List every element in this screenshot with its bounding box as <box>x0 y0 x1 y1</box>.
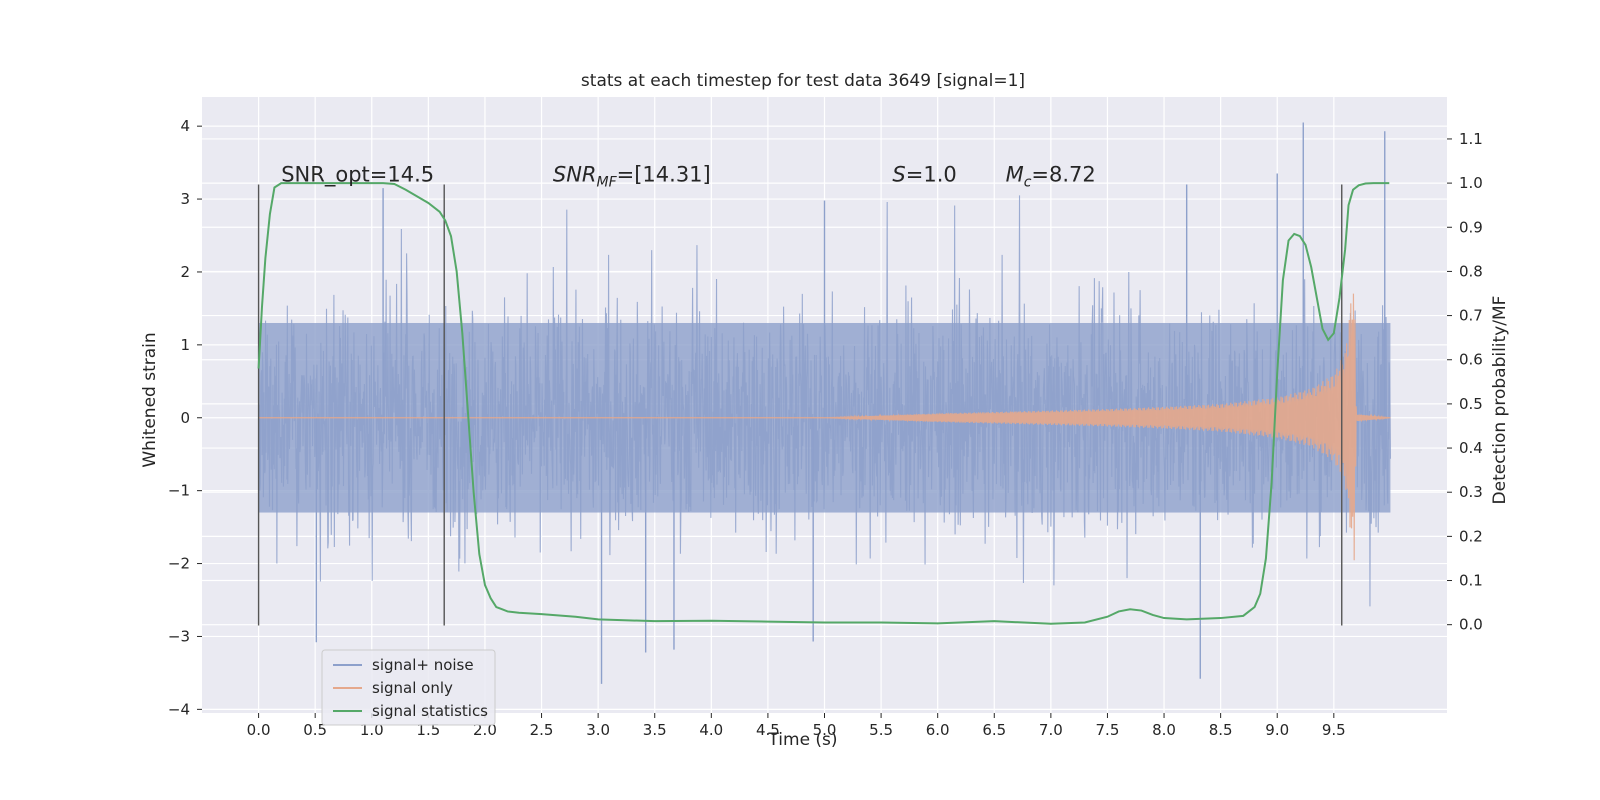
series-signal-statistics <box>257 182 1390 625</box>
legend-label-signal-noise: signal+ noise <box>372 656 474 674</box>
y2-axis-ticks: 1.1 1.0 0.9 0.8 0.7 0.6 0.5 0.4 0.3 0.2 0.1 0.0 <box>1447 130 1483 634</box>
legend-box <box>321 649 496 726</box>
annotations: SNR_opt=14.5 SNRMF=[14.31] S=1.0 Mc=8.72 <box>281 162 1096 190</box>
x-tick-label: 0.5 <box>303 721 327 739</box>
legend-label-signal-statistics: signal statistics <box>372 702 488 720</box>
annotation-1: SNRMF=[14.31] <box>553 162 711 190</box>
y-tick-label: −4 <box>168 700 190 718</box>
y2-tick-label: 0.4 <box>1459 439 1483 457</box>
statistics-line <box>257 182 1390 625</box>
y-tick-label: −1 <box>168 482 190 500</box>
chirp-trace <box>258 293 1391 561</box>
x-tick-label: 6.5 <box>982 721 1006 739</box>
y-tick-label: −3 <box>168 627 190 645</box>
x-tick-label: 5.0 <box>813 721 837 739</box>
series-signal-only <box>258 293 1391 561</box>
chart-title: stats at each timestep for test data 364… <box>581 71 1025 91</box>
y2-tick-label: 0.5 <box>1459 395 1483 413</box>
x-tick-label: 7.0 <box>1039 721 1063 739</box>
y2-tick-label: 1.1 <box>1459 130 1483 148</box>
x-tick-label: 6.0 <box>926 721 950 739</box>
x-tick-label: 3.5 <box>643 721 667 739</box>
x-tick-label: 5.5 <box>869 721 893 739</box>
x-axis-label: Time (s) <box>767 730 837 750</box>
y2-tick-label: 0.7 <box>1459 307 1483 325</box>
x-tick-label: 8.0 <box>1152 721 1176 739</box>
y-tick-label: 3 <box>180 190 190 208</box>
y-tick-label: 1 <box>180 336 190 354</box>
y2-tick-label: 1.0 <box>1459 174 1483 192</box>
x-tick-label: 8.5 <box>1209 721 1233 739</box>
annotation-2: S=1.0 <box>892 162 956 186</box>
x-tick-label: 3.0 <box>586 721 610 739</box>
y-tick-label: 0 <box>180 409 190 427</box>
annotation-0: SNR_opt=14.5 <box>281 162 434 187</box>
y2-tick-label: 0.0 <box>1459 616 1483 634</box>
y-tick-label: 2 <box>180 263 190 281</box>
y-axis-ticks: 4 3 2 1 0 −1 −2 −3 −4 <box>168 117 202 718</box>
x-tick-label: 4.0 <box>699 721 723 739</box>
x-tick-label: 9.5 <box>1322 721 1346 739</box>
y-tick-label: 4 <box>180 117 190 135</box>
legend-label-signal-only: signal only <box>372 679 453 697</box>
y-axis-label: Whitened strain <box>140 332 160 467</box>
y-tick-label: −2 <box>168 555 190 573</box>
legend: signal+ noise signal only signal statist… <box>321 649 496 726</box>
x-tick-label: 2.5 <box>530 721 554 739</box>
y2-tick-label: 0.9 <box>1459 218 1483 236</box>
annotation-3: Mc=8.72 <box>1006 162 1096 190</box>
y2-axis-label: Detection probability/MF <box>1490 296 1510 505</box>
x-tick-label: 4.5 <box>756 721 780 739</box>
vertical-markers <box>257 184 1343 626</box>
y2-tick-label: 0.2 <box>1459 527 1483 545</box>
y2-tick-label: 0.3 <box>1459 483 1483 501</box>
y2-tick-label: 0.1 <box>1459 572 1483 590</box>
x-tick-label: 7.5 <box>1096 721 1120 739</box>
y2-tick-label: 0.6 <box>1459 351 1483 369</box>
x-tick-label: 0.0 <box>247 721 271 739</box>
y2-tick-label: 0.8 <box>1459 262 1483 280</box>
x-tick-label: 9.0 <box>1265 721 1289 739</box>
